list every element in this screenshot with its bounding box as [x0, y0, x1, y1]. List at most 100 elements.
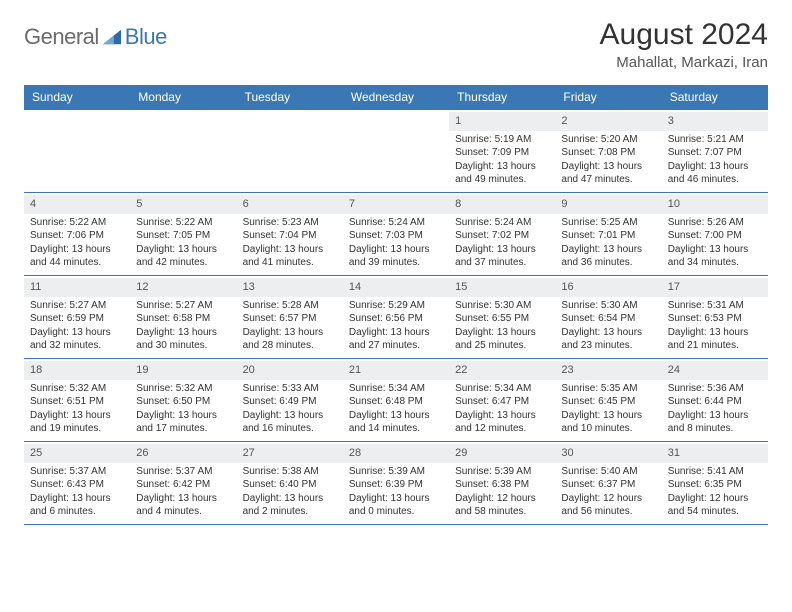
daylight-label: Daylight: [455, 327, 494, 338]
daylight-line: Daylight: 13 hours and 27 minutes. [349, 326, 443, 353]
day-number: 6 [237, 195, 343, 214]
sunrise-label: Sunrise: [349, 466, 386, 477]
sunset-line: Sunset: 6:45 PM [561, 395, 655, 409]
sunset-label: Sunset: [243, 396, 277, 407]
sunset-value: 7:01 PM [598, 230, 635, 241]
day-cell: 28Sunrise: 5:39 AMSunset: 6:39 PMDayligh… [343, 442, 449, 524]
sunset-label: Sunset: [136, 396, 170, 407]
sunrise-value: 5:20 AM [601, 134, 638, 145]
sunrise-line: Sunrise: 5:38 AM [243, 465, 337, 479]
sunrise-label: Sunrise: [243, 217, 280, 228]
daylight-line: Daylight: 13 hours and 34 minutes. [668, 243, 762, 270]
day-cell: 16Sunrise: 5:30 AMSunset: 6:54 PMDayligh… [555, 276, 661, 358]
sunset-line: Sunset: 7:07 PM [668, 146, 762, 160]
sunrise-line: Sunrise: 5:33 AM [243, 382, 337, 396]
sunrise-label: Sunrise: [349, 383, 386, 394]
daylight-line: Daylight: 13 hours and 49 minutes. [455, 160, 549, 187]
daylight-line: Daylight: 13 hours and 2 minutes. [243, 492, 337, 519]
daylight-label: Daylight: [561, 244, 600, 255]
day-header: Tuesday [237, 85, 343, 110]
sunset-line: Sunset: 7:02 PM [455, 229, 549, 243]
daylight-label: Daylight: [561, 493, 600, 504]
sunset-value: 6:39 PM [386, 479, 423, 490]
sunset-label: Sunset: [243, 313, 277, 324]
daylight-label: Daylight: [30, 244, 69, 255]
day-cell: 5Sunrise: 5:22 AMSunset: 7:05 PMDaylight… [130, 193, 236, 275]
sunrise-label: Sunrise: [349, 300, 386, 311]
sunrise-line: Sunrise: 5:35 AM [561, 382, 655, 396]
sunset-label: Sunset: [455, 396, 489, 407]
sunset-value: 6:43 PM [67, 479, 104, 490]
day-cell: 23Sunrise: 5:35 AMSunset: 6:45 PMDayligh… [555, 359, 661, 441]
page-header: General Blue August 2024 Mahallat, Marka… [24, 18, 768, 71]
sunrise-label: Sunrise: [30, 466, 67, 477]
day-cell: 18Sunrise: 5:32 AMSunset: 6:51 PMDayligh… [24, 359, 130, 441]
daylight-line: Daylight: 13 hours and 37 minutes. [455, 243, 549, 270]
sunset-line: Sunset: 7:03 PM [349, 229, 443, 243]
daylight-label: Daylight: [455, 161, 494, 172]
day-cell: 24 Sunrise: 5:36 AMSunset: 6:44 PMDayligh… [662, 359, 768, 441]
sunset-label: Sunset: [561, 230, 595, 241]
sunset-label: Sunset: [30, 230, 64, 241]
day-cell: 3Sunrise: 5:21 AMSunset: 7:07 PMDaylight… [662, 110, 768, 192]
daylight-label: Daylight: [668, 410, 707, 421]
brand-word-general: General [24, 24, 99, 50]
day-number: 9 [555, 195, 661, 214]
sunrise-label: Sunrise: [243, 300, 280, 311]
sunset-value: 6:51 PM [67, 396, 104, 407]
sunrise-label: Sunrise: [455, 300, 492, 311]
day-cell: 11Sunrise: 5:27 AMSunset: 6:59 PMDayligh… [24, 276, 130, 358]
sunrise-line: Sunrise: 5:37 AM [136, 465, 230, 479]
sunset-label: Sunset: [668, 147, 702, 158]
day-header: Friday [555, 85, 661, 110]
sunset-line: Sunset: 6:42 PM [136, 478, 230, 492]
sunset-value: 6:42 PM [173, 479, 210, 490]
sunset-value: 7:07 PM [704, 147, 741, 158]
sunset-line: Sunset: 7:09 PM [455, 146, 549, 160]
daylight-line: Daylight: 13 hours and 30 minutes. [136, 326, 230, 353]
week-row: 18Sunrise: 5:32 AMSunset: 6:51 PMDayligh… [24, 359, 768, 442]
daylight-line: Daylight: 13 hours and 16 minutes. [243, 409, 337, 436]
day-cell: 17Sunrise: 5:31 AMSunset: 6:53 PMDayligh… [662, 276, 768, 358]
sunset-value: 6:54 PM [598, 313, 635, 324]
sunrise-label: Sunrise: [136, 383, 173, 394]
day-cell: 2Sunrise: 5:20 AMSunset: 7:08 PMDaylight… [555, 110, 661, 192]
weeks-container: 1Sunrise: 5:19 AMSunset: 7:09 PMDaylight… [24, 110, 768, 525]
sunrise-line: Sunrise: 5:36 AM [668, 382, 762, 396]
sunset-label: Sunset: [30, 479, 64, 490]
day-number: 17 [662, 278, 768, 297]
sunrise-value: 5:40 AM [601, 466, 638, 477]
sunrise-value: 5:26 AM [707, 217, 744, 228]
sunset-line: Sunset: 6:44 PM [668, 395, 762, 409]
sunset-line: Sunset: 6:57 PM [243, 312, 337, 326]
sunrise-line: Sunrise: 5:39 AM [349, 465, 443, 479]
day-number: 28 [343, 444, 449, 463]
sunset-value: 6:48 PM [386, 396, 423, 407]
sunset-label: Sunset: [243, 230, 277, 241]
sunrise-line: Sunrise: 5:19 AM [455, 133, 549, 147]
sunrise-label: Sunrise: [455, 466, 492, 477]
sunset-value: 6:49 PM [279, 396, 316, 407]
sunset-value: 6:55 PM [492, 313, 529, 324]
location-subtitle: Mahallat, Markazi, Iran [600, 54, 768, 71]
sunrise-line: Sunrise: 5:37 AM [30, 465, 124, 479]
sunset-label: Sunset: [455, 147, 489, 158]
sunset-value: 6:45 PM [598, 396, 635, 407]
daylight-label: Daylight: [136, 327, 175, 338]
brand-logo: General Blue [24, 24, 167, 50]
day-number: 13 [237, 278, 343, 297]
day-number: 14 [343, 278, 449, 297]
sunset-value: 7:03 PM [386, 230, 423, 241]
sunset-line: Sunset: 6:59 PM [30, 312, 124, 326]
daylight-label: Daylight: [243, 327, 282, 338]
day-number: 16 [555, 278, 661, 297]
daylight-line: Daylight: 13 hours and 17 minutes. [136, 409, 230, 436]
sunrise-label: Sunrise: [136, 466, 173, 477]
empty-cell [237, 110, 343, 192]
sunrise-label: Sunrise: [349, 217, 386, 228]
daylight-line: Daylight: 13 hours and 36 minutes. [561, 243, 655, 270]
day-number: 24 [662, 361, 768, 380]
daylight-label: Daylight: [30, 410, 69, 421]
week-row: 1Sunrise: 5:19 AMSunset: 7:09 PMDaylight… [24, 110, 768, 193]
day-number: 20 [237, 361, 343, 380]
